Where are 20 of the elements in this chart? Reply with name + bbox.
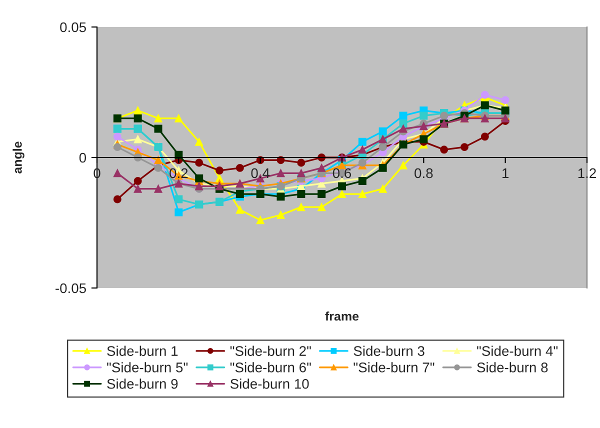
x-axis-title: frame bbox=[325, 311, 359, 321]
legend-label: Side-burn 8 bbox=[477, 362, 548, 372]
x-tick-label: 1 bbox=[502, 168, 509, 178]
legend-label: "Side-burn 4" bbox=[477, 346, 558, 356]
legend-label: "Side-burn 2" bbox=[230, 346, 311, 356]
y-axis-title: angle bbox=[12, 142, 24, 174]
legend-label: Side-burn 1 bbox=[107, 346, 178, 356]
y-tick-label: 0 bbox=[79, 152, 86, 163]
x-tick-label: 0.8 bbox=[414, 168, 433, 178]
y-tick-label: -0.05 bbox=[56, 283, 86, 294]
legend-label: Side-burn 9 bbox=[107, 378, 178, 389]
legend-label: "Side-burn 7" bbox=[354, 362, 434, 372]
x-tick-label: 1.2 bbox=[578, 168, 596, 178]
x-tick-label: 0.4 bbox=[251, 168, 270, 178]
y-tick-label: 0.05 bbox=[60, 22, 86, 32]
legend-label: Side-burn 10 bbox=[230, 378, 309, 389]
x-tick-label: 0.6 bbox=[332, 168, 352, 178]
legend-label: Side-burn 3 bbox=[354, 346, 424, 356]
legend-label: "Side-burn 6" bbox=[230, 362, 311, 372]
legend-label: "Side-burn 5" bbox=[107, 362, 188, 372]
